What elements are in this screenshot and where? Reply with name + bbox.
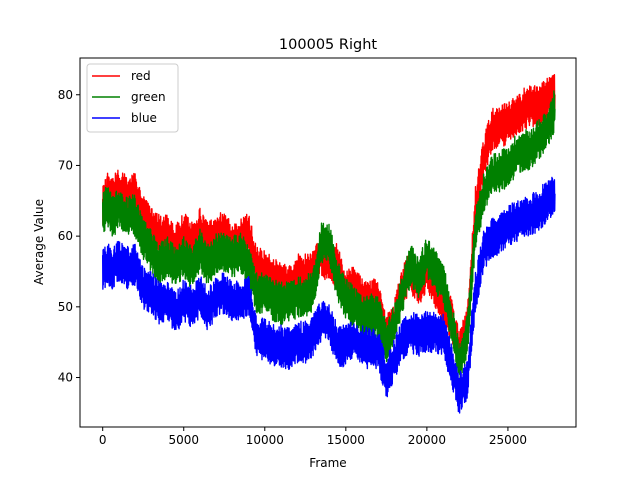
x-tick-label: 25000: [489, 433, 527, 447]
y-tick-label: 60: [58, 229, 73, 243]
x-tick-label: 0: [99, 433, 107, 447]
y-tick-label: 70: [58, 158, 73, 172]
y-axis-label: Average Value: [32, 199, 46, 285]
x-tick-label: 15000: [327, 433, 365, 447]
y-tick-label: 50: [58, 300, 73, 314]
x-axis-label: Frame: [309, 456, 346, 470]
axes-layer: 0 5000 10000 15000 20000 25000 40 50 60 70 80: [58, 88, 527, 447]
x-tick-label: 20000: [408, 433, 446, 447]
series-line-green: [101, 90, 556, 382]
plot-frame: [79, 57, 577, 428]
legend-label-red: red: [131, 69, 151, 83]
y-tick-label: 80: [58, 88, 73, 102]
x-tick-label: 5000: [168, 433, 199, 447]
x-tick-label: 10000: [246, 433, 284, 447]
series-layer: [101, 74, 556, 414]
legend-frame: [86, 63, 179, 133]
legend-label-green: green: [131, 90, 166, 104]
chart-title: 100005 Right: [279, 37, 377, 53]
legend: red green blue: [86, 63, 179, 133]
y-tick-label: 40: [58, 371, 73, 385]
series-line-blue: [101, 176, 556, 414]
legend-label-blue: blue: [131, 111, 157, 125]
